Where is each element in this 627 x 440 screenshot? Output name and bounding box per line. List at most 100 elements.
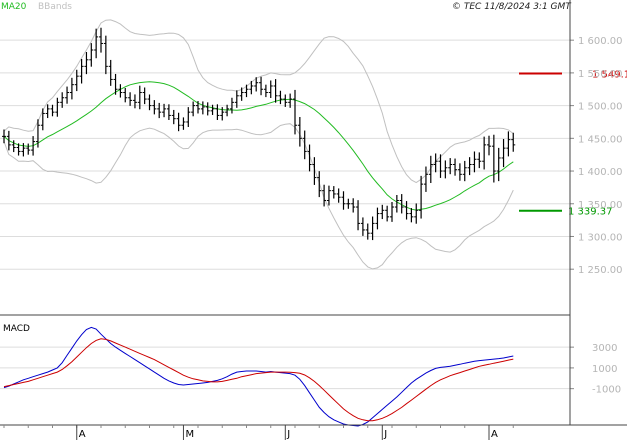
price-tick-label: 1 550.00 bbox=[578, 69, 623, 80]
price-bar bbox=[259, 76, 264, 96]
price-bar bbox=[283, 94, 288, 107]
signal-line bbox=[3, 338, 514, 422]
price-bar bbox=[6, 130, 11, 151]
price-bar bbox=[312, 157, 317, 185]
price-bar bbox=[234, 90, 239, 108]
price-bar bbox=[157, 102, 162, 119]
price-bar bbox=[472, 151, 477, 173]
price-bar bbox=[457, 163, 462, 181]
price-bar bbox=[273, 79, 278, 103]
price-bars bbox=[2, 27, 516, 241]
price-bar bbox=[414, 203, 419, 224]
price-bar bbox=[331, 186, 336, 199]
price-bar bbox=[196, 101, 200, 114]
price-bar bbox=[322, 184, 327, 207]
price-bar bbox=[249, 80, 254, 95]
price-bar bbox=[103, 35, 108, 75]
price-bar bbox=[254, 77, 259, 92]
price-bar bbox=[181, 117, 186, 130]
price-bar bbox=[40, 108, 45, 131]
price-bar bbox=[438, 154, 443, 178]
price-bar bbox=[399, 194, 404, 214]
price-bar bbox=[423, 166, 428, 192]
macd-lines bbox=[3, 326, 514, 427]
price-bar bbox=[21, 143, 26, 157]
price-bar bbox=[31, 136, 36, 156]
price-bar bbox=[511, 132, 516, 152]
price-bar bbox=[176, 112, 181, 132]
price-bar bbox=[215, 104, 220, 121]
price-bar bbox=[336, 188, 341, 203]
price-bar bbox=[496, 147, 501, 182]
copyright-text: © TEC 11/8/2024 3:1 GMT bbox=[452, 2, 572, 12]
price-tick-label: 1 600.00 bbox=[578, 36, 623, 47]
price-bar bbox=[137, 85, 142, 110]
support-label: 1 339.37 bbox=[568, 207, 613, 218]
price-bar bbox=[11, 140, 16, 153]
price-bar bbox=[50, 104, 55, 117]
price-bar bbox=[433, 153, 438, 173]
price-bar bbox=[16, 143, 21, 156]
price-bar bbox=[118, 84, 123, 98]
price-bar bbox=[326, 185, 331, 206]
price-bar bbox=[186, 107, 191, 128]
price-bar bbox=[365, 223, 370, 240]
price-bar bbox=[191, 101, 196, 117]
price-bar bbox=[152, 100, 157, 115]
price-bar bbox=[491, 134, 496, 183]
macd-tick-label: 3000 bbox=[592, 343, 617, 354]
price-bar bbox=[220, 107, 225, 121]
price-bar bbox=[477, 152, 482, 169]
x-tick-label: A bbox=[79, 429, 86, 440]
price-bar bbox=[404, 201, 409, 220]
price-bar bbox=[89, 43, 94, 67]
price-bar bbox=[360, 217, 365, 236]
price-bar bbox=[60, 92, 65, 108]
resistance-label: 1 549.1 bbox=[592, 69, 627, 80]
price-bar bbox=[370, 216, 375, 241]
price-bar bbox=[409, 208, 414, 223]
x-tick-label: J bbox=[286, 429, 290, 440]
price-bar bbox=[200, 101, 205, 115]
price-bar bbox=[210, 104, 215, 115]
price-bar bbox=[79, 59, 84, 84]
price-bar bbox=[239, 87, 244, 101]
price-bar bbox=[74, 69, 79, 92]
price-bar bbox=[448, 158, 453, 175]
macd-panel-label: MACD bbox=[3, 324, 30, 334]
price-bar bbox=[244, 84, 249, 98]
price-tick-label: 1 250.00 bbox=[578, 265, 623, 276]
price-bar bbox=[142, 87, 147, 105]
price-bar bbox=[380, 204, 385, 220]
price-bar bbox=[2, 129, 6, 144]
price-bar bbox=[108, 59, 113, 86]
macd-tick-label: 1000 bbox=[592, 364, 617, 375]
price-bar bbox=[229, 97, 234, 114]
price-bar bbox=[166, 104, 171, 121]
price-bar bbox=[128, 92, 133, 106]
price-bar bbox=[35, 119, 40, 148]
price-bar bbox=[467, 157, 472, 176]
price-bar bbox=[297, 116, 302, 147]
price-bar bbox=[487, 135, 491, 156]
price-bar bbox=[317, 171, 322, 198]
price-bar bbox=[26, 143, 31, 155]
price-bar bbox=[501, 138, 506, 168]
bbands-legend-label: BBands bbox=[38, 2, 72, 12]
bollinger-bands bbox=[3, 19, 514, 270]
price-bar bbox=[443, 160, 448, 179]
bband-lower-line bbox=[3, 123, 514, 270]
price-bar bbox=[113, 73, 118, 95]
price-bar bbox=[205, 102, 210, 116]
macd-line bbox=[3, 326, 514, 427]
price-bar bbox=[419, 175, 424, 219]
price-tick-label: 1 300.00 bbox=[578, 232, 623, 243]
price-bar bbox=[428, 155, 433, 184]
price-bar bbox=[351, 198, 356, 213]
price-bar bbox=[375, 207, 380, 230]
price-bar bbox=[356, 200, 361, 231]
price-bar bbox=[55, 97, 60, 117]
